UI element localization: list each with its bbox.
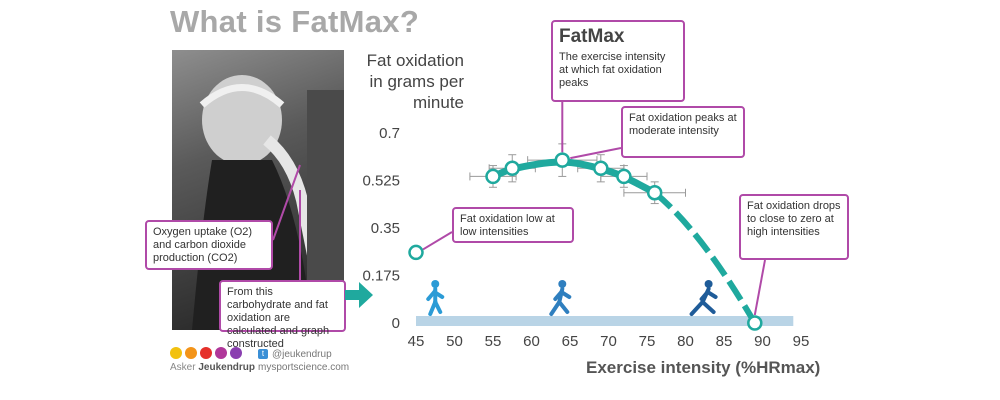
- pointer-low: [422, 231, 453, 251]
- pointer-oxygen: [272, 164, 301, 241]
- data-point-marker: [504, 160, 520, 177]
- callout-low-intensity: Fat oxidation low at low intensities: [452, 207, 574, 243]
- x-tick-label: 45: [408, 333, 425, 350]
- data-point-marker: [646, 184, 663, 201]
- right-arrow-icon: [345, 282, 373, 308]
- x-tick-label: 80: [677, 333, 694, 350]
- website-link[interactable]: mysportscience.com: [258, 362, 350, 373]
- x-tick-label: 50: [446, 333, 463, 350]
- data-point-marker: [616, 168, 632, 185]
- brand-dot: [185, 347, 197, 359]
- callout-fatmax-title: FatMax: [559, 26, 625, 47]
- x-tick-label: 90: [754, 333, 771, 350]
- callout-peaks-moderate-text: Fat oxidation peaks at moderate intensit…: [629, 112, 737, 137]
- fat-oxidation-curve-extension: [652, 190, 758, 325]
- running-figure-icon: [689, 280, 718, 316]
- callout-peaks-moderate: Fat oxidation peaks at moderate intensit…: [621, 106, 745, 158]
- x-axis-label: Exercise intensity (%HRmax): [586, 358, 821, 377]
- callout-oxygen-uptake-text: Oxygen uptake (O2) and carbon dioxide pr…: [153, 226, 253, 264]
- x-tick-label: 60: [523, 333, 540, 350]
- pointer-peaks: [570, 147, 622, 160]
- jogging-figure-icon: [549, 280, 572, 316]
- x-tick-label: 55: [485, 333, 502, 350]
- y-tick-label: 0.7: [379, 125, 400, 142]
- brand-dot: [230, 347, 242, 359]
- data-point-marker: [554, 152, 571, 168]
- low-intensity-marker: [408, 244, 424, 261]
- data-point-marker: [593, 160, 609, 177]
- intensity-band: [416, 316, 794, 326]
- brand-dots: [170, 347, 242, 359]
- y-axis-label: Fat oxidation in grams per minute: [366, 51, 464, 112]
- data-point-marker: [485, 168, 501, 185]
- pointer-drops: [753, 259, 766, 316]
- twitter-icon: t: [258, 349, 268, 360]
- social-block: t @jeukendrup mysportscience.com: [258, 348, 349, 374]
- y-tick-label: 0: [392, 315, 400, 332]
- brand-dot: [170, 347, 182, 359]
- callout-fatmax-body: The exercise intensity at which fat oxid…: [559, 51, 666, 89]
- callout-from-this-text: From this carbohydrate and fat oxidation…: [227, 286, 330, 350]
- x-tick-label: 85: [716, 333, 733, 350]
- data-point-marker: [747, 315, 763, 331]
- callout-oxygen-uptake: Oxygen uptake (O2) and carbon dioxide pr…: [145, 220, 273, 270]
- y-tick-label: 0.525: [362, 173, 400, 190]
- callout-drops-high: Fat oxidation drops to close to zero at …: [739, 194, 849, 260]
- callout-fatmax: FatMax The exercise intensity at which f…: [551, 20, 685, 102]
- walking-figure-icon: [426, 280, 445, 316]
- twitter-handle[interactable]: @jeukendrup: [272, 349, 332, 360]
- callout-from-this: From this carbohydrate and fat oxidation…: [219, 280, 346, 350]
- brand-first-name: Asker: [170, 362, 196, 373]
- x-tick-label: 75: [639, 333, 656, 350]
- x-tick-label: 65: [562, 333, 579, 350]
- brand-dot: [200, 347, 212, 359]
- y-tick-label: 0.35: [371, 220, 400, 237]
- brand-label: Asker Jeukendrup: [170, 362, 255, 373]
- brand-surname: Jeukendrup: [198, 362, 256, 373]
- x-tick-label: 95: [793, 333, 810, 350]
- callout-low-intensity-text: Fat oxidation low at low intensities: [460, 213, 555, 238]
- x-tick-label: 70: [600, 333, 617, 350]
- brand-dot: [215, 347, 227, 359]
- y-tick-label: 0.175: [362, 268, 400, 285]
- page-title: What is FatMax?: [170, 4, 420, 39]
- callout-drops-high-text: Fat oxidation drops to close to zero at …: [747, 200, 841, 238]
